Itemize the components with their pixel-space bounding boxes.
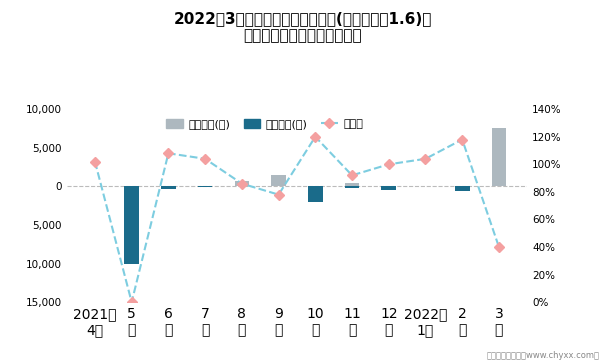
产销率 bbox=[422, 157, 429, 161]
Text: 制图：智研咨询（www.chyxx.com）: 制图：智研咨询（www.chyxx.com） bbox=[487, 351, 600, 360]
Legend: 积压库存(辆), 清仓库存(辆), 产销率: 积压库存(辆), 清仓库存(辆), 产销率 bbox=[162, 115, 368, 134]
Bar bbox=[235, 181, 249, 186]
Bar bbox=[308, 186, 322, 202]
Bar bbox=[345, 183, 359, 186]
产销率 bbox=[385, 162, 393, 166]
Bar bbox=[381, 186, 396, 190]
产销率 bbox=[275, 193, 282, 197]
Line: 产销率: 产销率 bbox=[92, 133, 502, 306]
Bar bbox=[198, 186, 213, 187]
产销率 bbox=[348, 173, 356, 178]
产销率 bbox=[92, 159, 99, 164]
Bar bbox=[455, 186, 470, 191]
Text: 2022年3月伊兰特旗下最畅销轿车(伊兰特三厢1.6)近
一年库存情况及产销率统计图: 2022年3月伊兰特旗下最畅销轿车(伊兰特三厢1.6)近 一年库存情况及产销率统… bbox=[174, 11, 432, 43]
产销率 bbox=[459, 137, 466, 142]
Bar bbox=[345, 186, 359, 188]
Bar bbox=[491, 128, 506, 186]
产销率 bbox=[201, 157, 208, 161]
产销率 bbox=[311, 135, 319, 139]
Bar bbox=[124, 186, 139, 264]
产销率 bbox=[495, 245, 502, 249]
Bar bbox=[161, 186, 176, 189]
产销率 bbox=[238, 181, 245, 186]
产销率 bbox=[165, 151, 172, 155]
Bar bbox=[271, 175, 286, 186]
产销率 bbox=[128, 300, 135, 304]
